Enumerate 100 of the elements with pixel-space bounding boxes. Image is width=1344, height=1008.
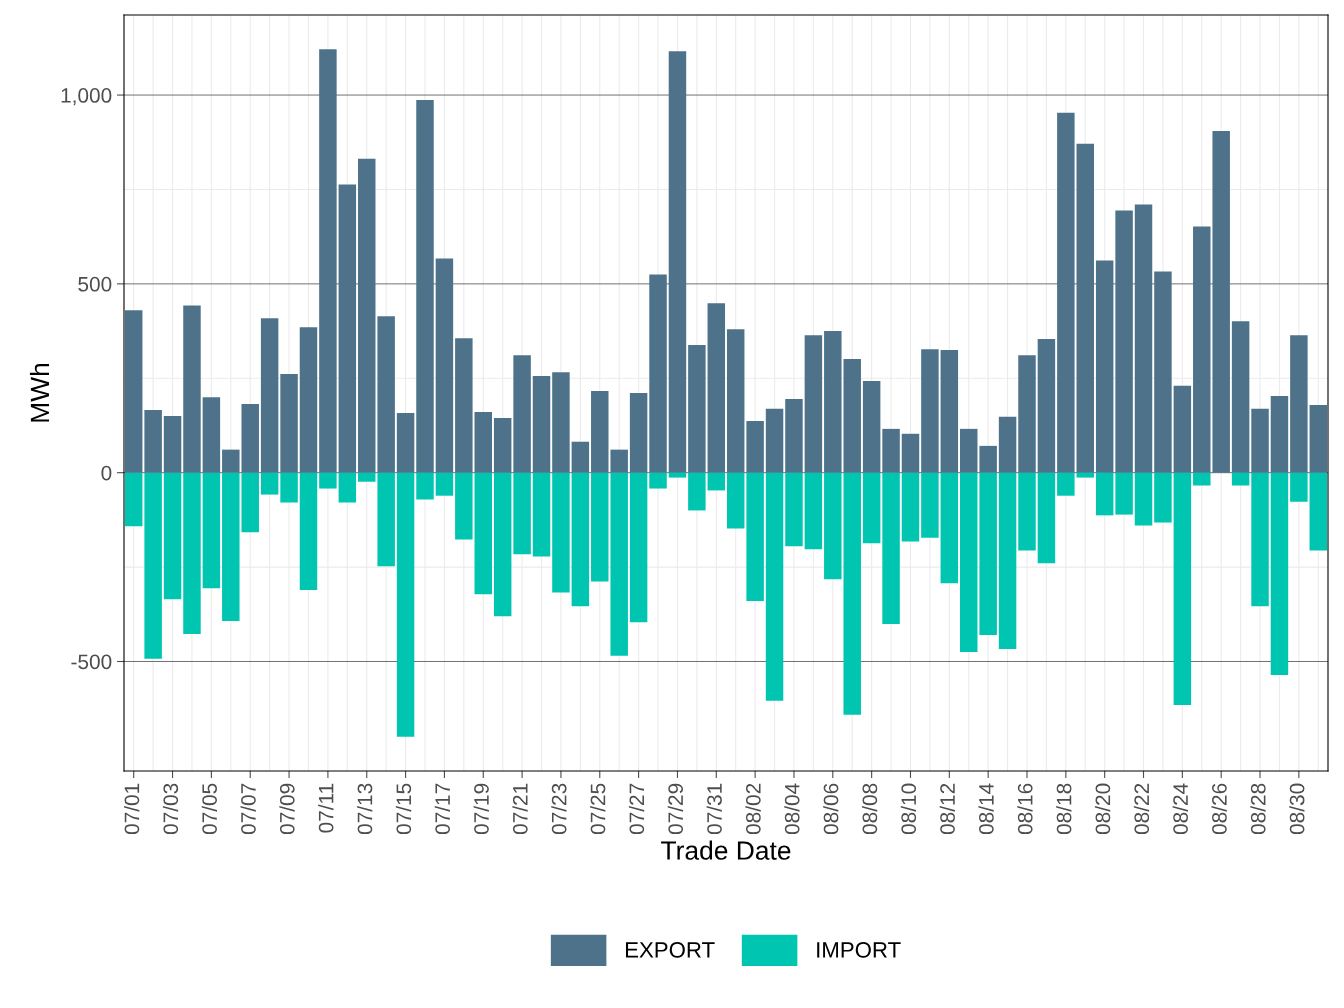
bar <box>921 472 939 538</box>
x-tick-label: 07/21 <box>512 783 528 835</box>
bar <box>960 428 978 473</box>
bar <box>901 472 920 542</box>
bar <box>513 472 531 555</box>
x-tick-label: 08/08 <box>861 783 878 835</box>
bar <box>260 472 279 495</box>
bar <box>532 376 551 473</box>
bar <box>1037 472 1056 564</box>
bar <box>377 316 395 473</box>
bar <box>1154 271 1172 473</box>
x-tick-label: 07/23 <box>551 783 567 835</box>
x-tick-label: 07/03 <box>162 783 179 835</box>
bar <box>532 472 551 557</box>
x-tick-label: 08/22 <box>1133 783 1150 835</box>
x-tick-label: 08/04 <box>784 783 800 835</box>
bar <box>668 51 687 473</box>
x-tick-label: 08/14 <box>978 783 994 835</box>
bar <box>377 472 395 567</box>
bar <box>1057 112 1075 473</box>
bar <box>649 472 667 489</box>
x-tick-label: 08/02 <box>745 783 761 835</box>
bar <box>163 472 182 600</box>
x-tick-label: 07/15 <box>395 783 412 835</box>
x-tick-label: 07/11 <box>318 783 334 833</box>
bar <box>1037 339 1056 473</box>
bar <box>455 338 473 473</box>
y-tick-label: 1,000 <box>61 88 112 106</box>
bar <box>1173 472 1192 705</box>
bar <box>396 413 415 473</box>
bar <box>862 380 881 473</box>
bar <box>998 416 1017 473</box>
bar <box>435 472 454 496</box>
bar <box>1134 472 1153 526</box>
bar <box>416 99 434 473</box>
bar <box>960 472 978 653</box>
bar <box>493 472 512 617</box>
x-tick-label: 08/24 <box>1172 783 1188 835</box>
y-tick-label: -500 <box>71 654 112 670</box>
y-axis-title: MWh <box>29 363 50 422</box>
x-tick-label: 07/31 <box>706 783 722 835</box>
y-tick-label: 0 <box>101 465 112 481</box>
bar <box>144 409 162 473</box>
legend-label: IMPORT <box>817 942 901 958</box>
bar <box>396 472 415 737</box>
bar <box>940 349 959 473</box>
x-tick-label: 08/16 <box>1017 783 1033 835</box>
bar <box>882 472 900 625</box>
bar <box>1290 472 1308 502</box>
bar <box>552 472 570 593</box>
bar <box>474 472 492 595</box>
bar <box>338 472 357 503</box>
x-tick-label: 07/01 <box>124 783 140 835</box>
bar <box>1231 472 1250 486</box>
bar <box>707 303 726 473</box>
bar <box>571 441 590 473</box>
x-tick-label: 07/05 <box>201 783 217 835</box>
bar <box>183 305 201 473</box>
bar <box>668 472 687 478</box>
bar <box>1251 472 1269 607</box>
bar <box>785 399 803 473</box>
bar <box>124 472 143 527</box>
x-tick-label: 07/19 <box>473 783 489 835</box>
bar <box>804 335 823 473</box>
x-tick-label: 07/27 <box>628 783 645 835</box>
legend-label: EXPORT <box>625 942 715 958</box>
x-tick-label: 08/10 <box>900 783 917 835</box>
bar <box>1057 472 1075 496</box>
bar <box>571 472 590 607</box>
bar <box>979 472 997 636</box>
bar <box>1018 355 1036 473</box>
x-tick-label: 08/12 <box>939 783 955 835</box>
bar <box>726 329 745 473</box>
x-tick-label: 07/07 <box>240 783 256 835</box>
bar <box>1309 472 1328 551</box>
bar <box>1095 260 1114 473</box>
bar <box>513 355 531 473</box>
bar <box>202 397 221 473</box>
bar <box>183 472 201 634</box>
bar <box>785 472 803 547</box>
bar <box>1115 210 1133 473</box>
bar <box>998 472 1017 650</box>
bar <box>280 374 298 473</box>
x-tick-label: 08/06 <box>823 783 839 835</box>
bar <box>163 416 182 473</box>
x-tick-label: 08/20 <box>1094 783 1111 835</box>
bar <box>1270 396 1289 473</box>
bar <box>1193 472 1211 486</box>
bar <box>629 472 648 623</box>
bar <box>765 472 784 701</box>
bar <box>1134 204 1153 473</box>
bar <box>688 345 706 473</box>
bar <box>260 318 279 473</box>
y-tick-label: 500 <box>78 276 112 292</box>
bar <box>358 472 376 482</box>
x-tick-label: 07/13 <box>357 783 373 835</box>
bar <box>280 472 298 503</box>
bar <box>552 372 570 473</box>
bar <box>144 472 162 659</box>
bar <box>455 472 473 540</box>
